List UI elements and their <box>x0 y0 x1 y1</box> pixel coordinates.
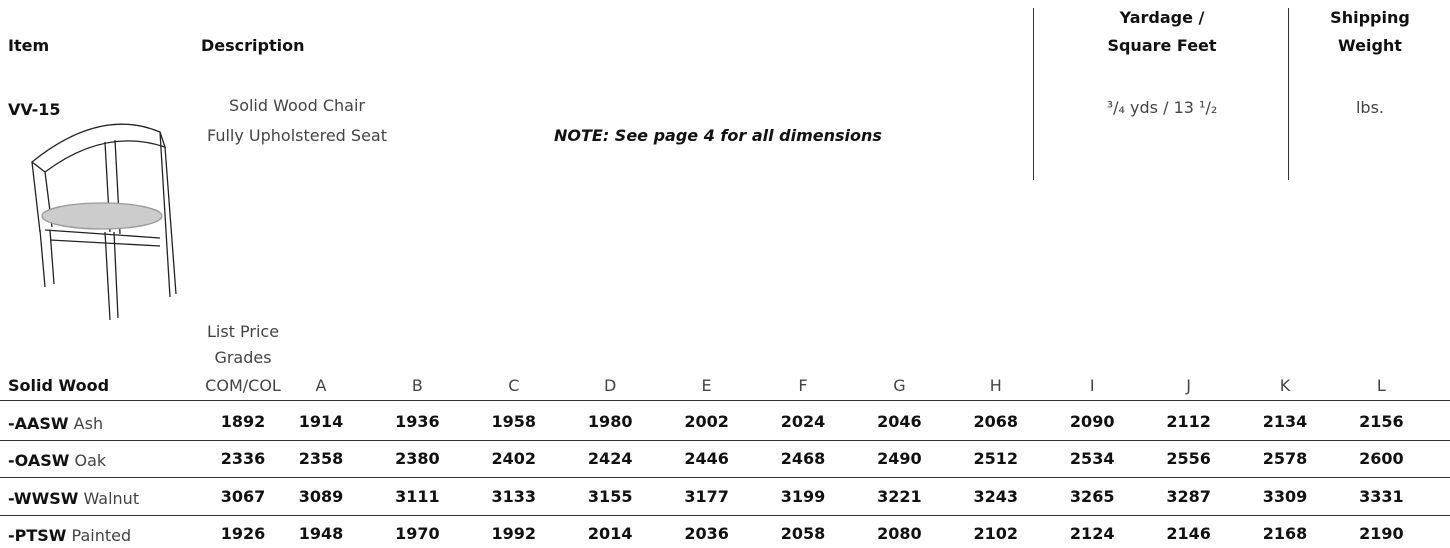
price: 1914 <box>299 412 344 432</box>
column-header: J <box>1186 376 1191 396</box>
price: 2058 <box>781 524 826 544</box>
price: 2446 <box>684 449 729 469</box>
price: 3177 <box>684 487 729 507</box>
price: 2134 <box>1263 412 1308 432</box>
row-label: -WWSW Walnut <box>8 489 139 509</box>
column-header: G <box>893 376 905 396</box>
product-weight: lbs. <box>1356 98 1384 118</box>
price: 2068 <box>974 412 1019 432</box>
caption: Grades <box>214 348 271 368</box>
header-shipping: Shipping <box>1330 8 1410 28</box>
price: 3309 <box>1263 487 1308 507</box>
price: 3199 <box>781 487 826 507</box>
price: 2146 <box>1166 524 1211 544</box>
price: 2036 <box>684 524 729 544</box>
price: 3265 <box>1070 487 1115 507</box>
price: 2556 <box>1166 449 1211 469</box>
finish-code: -PTSW <box>8 526 66 545</box>
price: 3331 <box>1359 487 1404 507</box>
header-shipping: Weight <box>1338 36 1402 56</box>
price: 3243 <box>974 487 1019 507</box>
finish-code: -AASW <box>8 414 69 433</box>
price: 2112 <box>1166 412 1211 432</box>
price: 1980 <box>588 412 633 432</box>
price: 2468 <box>781 449 826 469</box>
caption: List Price <box>207 322 279 342</box>
price: 2090 <box>1070 412 1115 432</box>
price: 2080 <box>877 524 922 544</box>
column-header: F <box>798 376 807 396</box>
price: 2156 <box>1359 412 1404 432</box>
row-rule <box>0 400 1450 401</box>
finish-name: Oak <box>74 451 106 470</box>
price: 1958 <box>492 412 537 432</box>
finish-name: Walnut <box>83 489 139 508</box>
price: 1936 <box>395 412 440 432</box>
header-yardage: Yardage / <box>1120 8 1205 28</box>
price: 3287 <box>1166 487 1211 507</box>
price: 2002 <box>684 412 729 432</box>
product-description: Solid Wood Chair <box>229 96 365 116</box>
price: 2600 <box>1359 449 1404 469</box>
row-label: -PTSW Painted <box>8 526 131 546</box>
row-rule <box>0 440 1450 441</box>
column-header: D <box>604 376 616 396</box>
price: 2380 <box>395 449 440 469</box>
column-header: COM/COL <box>205 376 281 396</box>
price: 2124 <box>1070 524 1115 544</box>
header-item: Item <box>8 36 49 56</box>
price: 1970 <box>395 524 440 544</box>
chair-illustration <box>10 112 190 327</box>
column-header: B <box>412 376 423 396</box>
column-header: I <box>1090 376 1095 396</box>
price: 2168 <box>1263 524 1308 544</box>
price: 2424 <box>588 449 633 469</box>
finish-code: -OASW <box>8 451 69 470</box>
price: 2402 <box>492 449 537 469</box>
column-header: K <box>1280 376 1291 396</box>
price: 2102 <box>974 524 1019 544</box>
finish-name: Painted <box>72 526 132 545</box>
price: 2512 <box>974 449 1019 469</box>
price: 3133 <box>492 487 537 507</box>
price: 2014 <box>588 524 633 544</box>
column-header: L <box>1377 376 1386 396</box>
column-header: C <box>508 376 519 396</box>
price: 2336 <box>221 449 266 469</box>
price: 2534 <box>1070 449 1115 469</box>
header-yardage: Square Feet <box>1107 36 1216 56</box>
price: 1948 <box>299 524 344 544</box>
price: 3111 <box>395 487 440 507</box>
divider <box>1033 8 1034 180</box>
row-label: -AASW Ash <box>8 414 103 434</box>
price: 3067 <box>221 487 266 507</box>
price: 3155 <box>588 487 633 507</box>
column-header: Solid Wood <box>8 376 109 396</box>
row-label: -OASW Oak <box>8 451 106 471</box>
finish-code: -WWSW <box>8 489 78 508</box>
header-description: Description <box>201 36 304 56</box>
product-note: NOTE: See page 4 for all dimensions <box>554 126 882 146</box>
column-header: A <box>316 376 327 396</box>
price: 2190 <box>1359 524 1404 544</box>
price: 1992 <box>492 524 537 544</box>
price: 2024 <box>781 412 826 432</box>
price: 3089 <box>299 487 344 507</box>
price: 1892 <box>221 412 266 432</box>
divider <box>1288 8 1289 180</box>
finish-name: Ash <box>74 414 103 433</box>
price: 2046 <box>877 412 922 432</box>
column-header: E <box>702 376 712 396</box>
price: 2358 <box>299 449 344 469</box>
product-yardage: ³/₄ yds / 13 ¹/₂ <box>1107 98 1218 118</box>
price: 2490 <box>877 449 922 469</box>
row-rule <box>0 477 1450 478</box>
product-description: Fully Upholstered Seat <box>207 126 387 146</box>
column-header: H <box>990 376 1002 396</box>
price: 3221 <box>877 487 922 507</box>
price: 1926 <box>221 524 266 544</box>
row-rule <box>0 515 1450 516</box>
price: 2578 <box>1263 449 1308 469</box>
page: Item Description Yardage / Square Feet S… <box>0 0 1450 548</box>
